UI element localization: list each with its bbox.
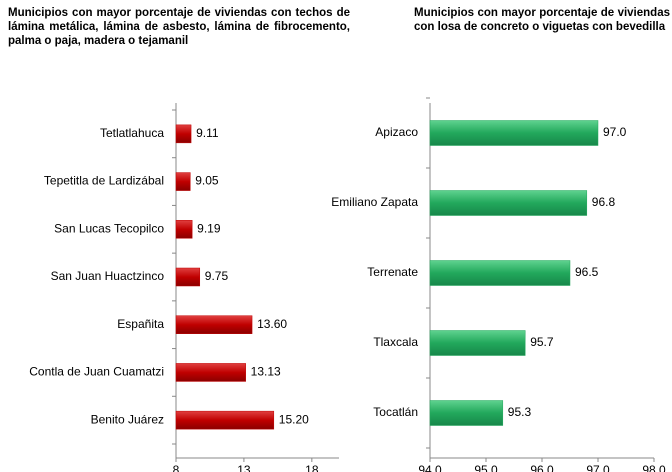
bar [429,190,588,216]
bar [429,400,504,426]
bar [429,330,526,356]
x-tick-label: 96.0 [530,463,554,472]
category-label: San Juan Huactzinco [51,269,165,283]
bar [175,315,253,334]
value-label: 9.75 [205,269,229,283]
value-label: 96.8 [592,195,616,209]
bar [175,410,275,430]
value-label: 9.05 [195,174,219,188]
value-label: 9.19 [197,221,221,235]
bar [429,260,571,286]
value-label: 97.0 [603,125,627,139]
bar [175,363,246,382]
x-tick-label: 18 [305,463,319,472]
category-label: Tocatlán [373,405,418,419]
bar [175,220,193,239]
bar [175,172,191,191]
x-tick-label: 94.0 [418,463,442,472]
value-label: 95.3 [508,405,532,419]
bar [175,124,192,144]
category-label: Contla de Juan Cuamatzi [29,365,164,379]
category-label: Tepetitla de Lardizábal [44,174,164,188]
value-label: 9.11 [196,126,219,140]
value-label: 13.13 [251,365,281,379]
chart-title: Municipios con mayor porcentaje de vivie… [414,7,670,33]
category-label: Benito Juárez [91,412,164,426]
value-label: 15.20 [279,412,309,426]
bar [429,120,599,146]
x-tick-label: 97.0 [586,463,610,472]
x-tick-label: 8 [173,463,180,472]
x-tick-label: 95.0 [474,463,498,472]
x-tick-label: 98.0 [642,463,666,472]
category-label: Terrenate [367,265,418,279]
category-label: Emiliano Zapata [331,195,418,209]
category-label: Apizaco [375,125,418,139]
category-label: San Lucas Tecopilco [54,221,164,235]
x-tick-label: 13 [237,463,251,472]
bar [175,267,201,287]
category-label: Tetlatlahuca [100,126,164,140]
category-label: Españita [117,317,164,331]
value-label: 95.7 [530,335,554,349]
chart-title: Municipios con mayor porcentaje de vivie… [8,7,350,47]
category-label: Tlaxcala [373,335,418,349]
value-label: 96.5 [575,265,599,279]
value-label: 13.60 [257,317,287,331]
